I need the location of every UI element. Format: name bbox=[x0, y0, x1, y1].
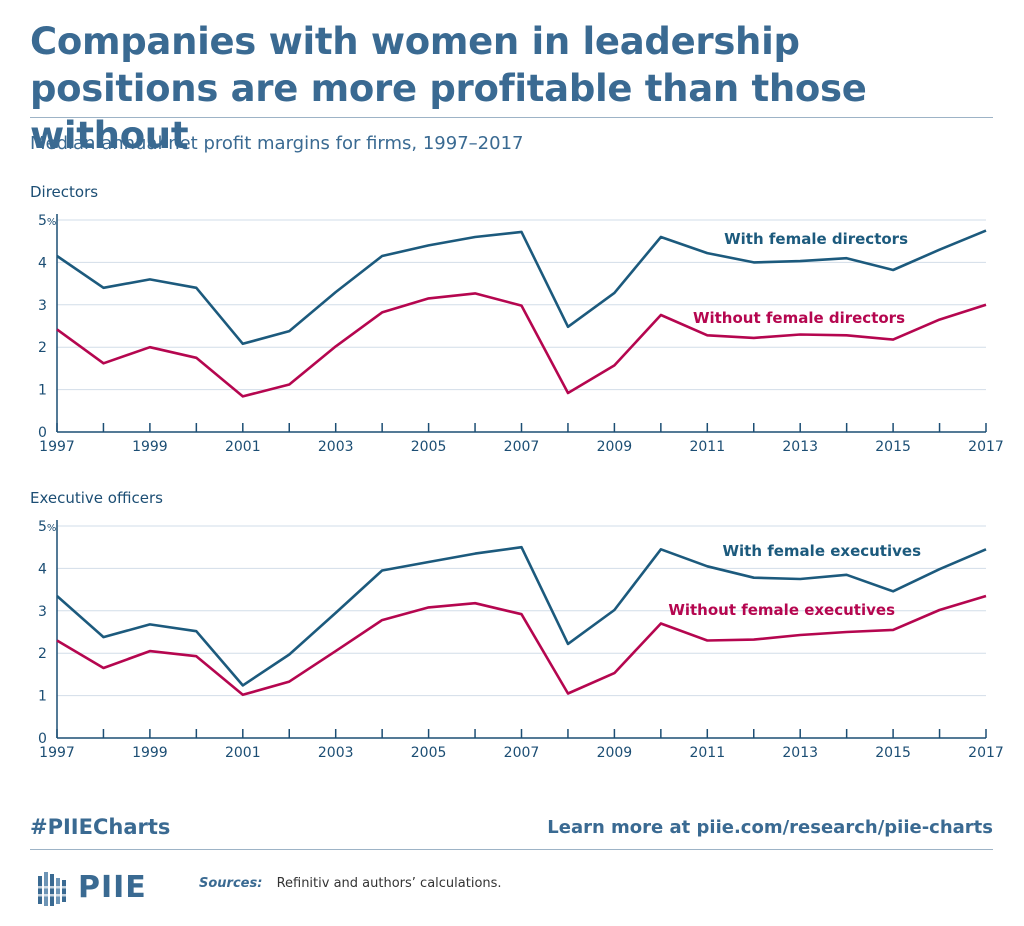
series-line bbox=[56, 229, 987, 346]
sources-note: Sources: Refinitiv and authors’ calculat… bbox=[199, 876, 502, 891]
series-label: Without female directors bbox=[693, 309, 905, 327]
x-tick-label: 1997 bbox=[39, 439, 75, 455]
x-tick-label: 2005 bbox=[411, 745, 447, 761]
y-tick-label: 3 bbox=[38, 298, 47, 314]
x-tick-label: 2017 bbox=[968, 439, 1004, 455]
hashtag-link[interactable]: #PIIECharts bbox=[30, 815, 171, 839]
y-tick-label: 0 bbox=[38, 425, 47, 441]
series-line bbox=[56, 545, 987, 687]
x-tick-label: 2017 bbox=[968, 745, 1004, 761]
y-tick-label: 0 bbox=[38, 731, 47, 747]
x-tick-label: 1997 bbox=[39, 745, 75, 761]
piie-logo-text: PIIE bbox=[78, 870, 147, 905]
chart-title: Companies with women in leadership posit… bbox=[30, 20, 867, 157]
x-tick-label: 2009 bbox=[597, 745, 633, 761]
x-tick-label: 2007 bbox=[504, 439, 540, 455]
x-tick-label: 2015 bbox=[875, 745, 911, 761]
y-tick-label: 5% bbox=[38, 519, 56, 535]
x-tick-label: 1999 bbox=[132, 439, 168, 455]
sources-text: Refinitiv and authors’ calculations. bbox=[276, 876, 502, 891]
y-tick-label: 5% bbox=[38, 213, 56, 229]
series-label: Without female executives bbox=[668, 601, 895, 619]
x-tick-label: 2003 bbox=[318, 745, 354, 761]
sources-label: Sources: bbox=[199, 876, 263, 891]
title-divider bbox=[30, 117, 993, 118]
footer-divider bbox=[30, 849, 993, 850]
x-tick-label: 2003 bbox=[318, 439, 354, 455]
chart-subtitle: Median annual net profit margins for fir… bbox=[30, 133, 524, 154]
x-tick-label: 2013 bbox=[782, 745, 818, 761]
directors-panel-title: Directors bbox=[30, 183, 99, 201]
learn-more-link[interactable]: Learn more at piie.com/research/piie-cha… bbox=[547, 817, 993, 838]
series-line bbox=[56, 594, 987, 697]
y-tick-label: 1 bbox=[38, 383, 47, 399]
x-tick-label: 2011 bbox=[689, 439, 725, 455]
y-tick-label: 2 bbox=[38, 646, 47, 662]
x-tick-label: 2015 bbox=[875, 439, 911, 455]
x-tick-label: 2005 bbox=[411, 439, 447, 455]
y-tick-label: 2 bbox=[38, 340, 47, 356]
x-tick-label: 2007 bbox=[504, 745, 540, 761]
series-label: With female directors bbox=[724, 230, 908, 248]
series-line bbox=[56, 292, 987, 398]
x-tick-label: 2001 bbox=[225, 439, 261, 455]
y-tick-label: 1 bbox=[38, 689, 47, 705]
y-tick-label: 4 bbox=[38, 255, 47, 271]
x-tick-label: 2011 bbox=[689, 745, 725, 761]
x-tick-label: 2001 bbox=[225, 745, 261, 761]
series-label: With female executives bbox=[722, 542, 921, 560]
directors-chart: 0 1 2 3 4 5% 1997 1999 2001 2003 2005 2007 2009 2011 2… bbox=[38, 213, 1004, 455]
executives-chart: 0 1 2 3 4 5% 1997 1999 2001 2003 2005 2007 2009 2011 2… bbox=[38, 519, 1004, 761]
y-tick-label: 3 bbox=[38, 604, 47, 620]
x-tick-label: 2013 bbox=[782, 439, 818, 455]
x-tick-label: 2009 bbox=[597, 439, 633, 455]
x-tick-label: 1999 bbox=[132, 745, 168, 761]
executives-panel-title: Executive officers bbox=[30, 489, 163, 507]
y-tick-label: 4 bbox=[38, 561, 47, 577]
piie-logo-icon bbox=[37, 872, 69, 906]
